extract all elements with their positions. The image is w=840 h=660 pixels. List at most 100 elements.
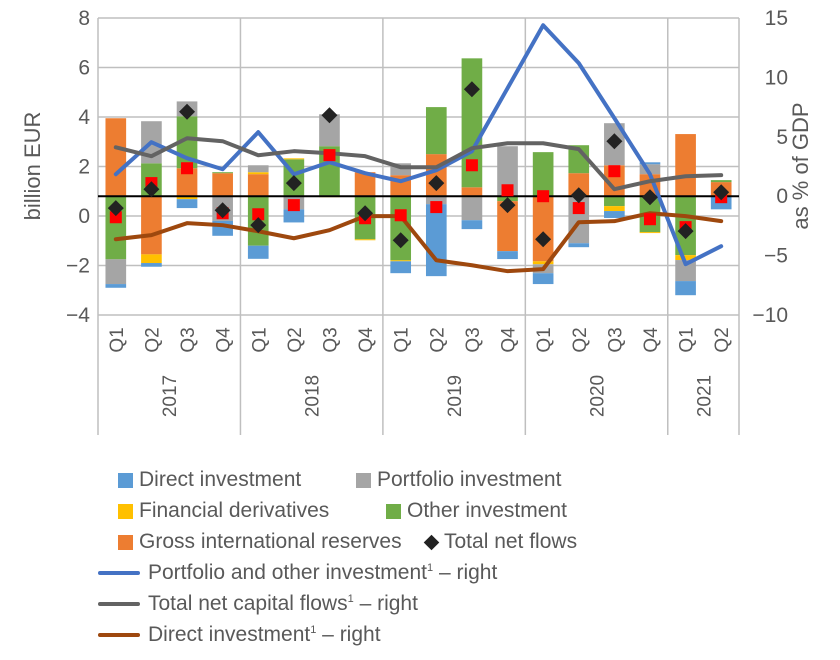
legend-item-direct-investment-line: Direct investment1 – right	[98, 620, 381, 650]
bar-segment	[461, 197, 483, 221]
red-square-marker	[608, 165, 621, 178]
left-tick-label: −4	[66, 304, 90, 327]
total-net-flows-marker	[463, 81, 480, 98]
bar-segment	[141, 254, 162, 264]
total-net-flows-marker	[713, 184, 730, 201]
x-tick-label: Q4	[214, 327, 235, 353]
bar-segment	[497, 146, 518, 197]
bar-segment	[568, 173, 590, 197]
x-tick-label: Q4	[499, 327, 520, 353]
lines	[113, 23, 724, 274]
legend-label: Direct investment1 – right	[148, 623, 381, 646]
bar-segment	[710, 180, 732, 183]
legend-label: Total net capital flows1 – right	[148, 592, 418, 615]
bar-segment	[532, 261, 554, 265]
legend-label: Portfolio and other investment1 – right	[148, 561, 498, 584]
red-square-marker	[323, 149, 336, 162]
bar-segment	[675, 260, 696, 282]
bar-segment	[247, 245, 269, 259]
red-square-marker	[109, 211, 122, 224]
red-square-marker	[181, 162, 194, 175]
total-net-flows-marker	[499, 197, 516, 214]
bar-segment	[141, 196, 162, 255]
left-axis-ticks: 8 6 4 2 0 −2 −4	[66, 7, 90, 327]
right-tick-label: −5	[764, 245, 788, 268]
x-tick-label: Q1	[107, 327, 128, 352]
x-tick-label: Q2	[712, 327, 733, 352]
red-square-marker	[537, 190, 550, 203]
bar-segment	[141, 263, 162, 267]
bar-segment	[283, 209, 305, 223]
left-tick-label: −2	[66, 255, 90, 278]
bar-segment	[675, 255, 696, 261]
bar-segment	[247, 165, 269, 173]
year-label: 2020	[588, 375, 609, 417]
legend-swatch	[118, 503, 133, 519]
right-axis-ticks: 15 10 5 0 −5 −10	[752, 7, 788, 327]
x-tick-label: Q4	[641, 327, 662, 353]
chart: Q1 Q2 Q3 Q4 Q1 Q2 Q3 Q4 Q1 Q2 Q3 Q4 Q1 Q2 Q3 Q4 Q1 Q2 2017…	[20, 7, 813, 435]
legend-swatch	[356, 472, 371, 488]
red-square-marker	[287, 199, 300, 212]
bar-segment	[461, 187, 483, 197]
total-net-flows-marker	[214, 202, 231, 219]
legend-item-financial-derivatives: Financial derivatives	[118, 496, 329, 526]
bar-segment	[212, 172, 233, 174]
bar-segment	[176, 196, 198, 200]
x-tick-label: Q1	[392, 327, 413, 352]
x-tick-label: Q3	[605, 327, 626, 352]
legend-line-swatch	[98, 602, 140, 606]
x-tick-label: Q1	[677, 327, 698, 352]
markers	[107, 81, 730, 249]
bar-segment	[390, 163, 412, 176]
red-square-marker	[252, 208, 265, 221]
bar-segment	[354, 239, 376, 241]
legend-swatch	[118, 534, 133, 550]
right-tick-label: 10	[765, 66, 788, 89]
legend-label: Gross international reserves	[139, 530, 402, 553]
legend-item-portfolio-other-line: Portfolio and other investment1 – right	[98, 558, 497, 588]
x-tick-label: Q3	[463, 327, 484, 352]
left-tick-label: 6	[78, 57, 90, 80]
category-axis: Q1 Q2 Q3 Q4 Q1 Q2 Q3 Q4 Q1 Q2 Q3 Q4 Q1 Q2 Q3 Q4 Q1 Q2 2017…	[107, 18, 733, 435]
year-label: 2019	[445, 375, 466, 417]
x-tick-label: Q2	[427, 327, 448, 352]
bar-segment	[283, 158, 305, 160]
left-tick-label: 8	[78, 7, 90, 30]
red-square-marker	[643, 213, 656, 226]
bar-segment	[425, 204, 447, 277]
total-net-flows-marker	[179, 103, 196, 120]
bar-segment	[247, 172, 269, 175]
left-axis-title: billion EUR	[20, 112, 45, 221]
x-tick-label: Q2	[142, 327, 163, 352]
bar-segment	[319, 114, 340, 147]
total-net-flows-marker	[392, 232, 409, 249]
red-square-marker	[465, 159, 478, 172]
right-tick-label: 15	[765, 7, 788, 30]
legend-label: Portfolio investment	[377, 468, 562, 491]
legend-item-total-net-flows: Total net flows	[422, 527, 577, 557]
red-square-marker	[501, 184, 514, 197]
legend-swatch	[118, 472, 133, 488]
bar-segment	[604, 211, 625, 218]
legend-swatch	[386, 503, 401, 519]
bar-segment	[497, 201, 518, 252]
total-net-flows-marker	[357, 205, 374, 222]
bar-segment	[532, 152, 554, 197]
bar-segment	[532, 196, 554, 262]
right-tick-label: 0	[776, 185, 788, 208]
left-tick-label: 0	[78, 205, 90, 228]
total-net-flows-marker	[535, 231, 552, 248]
bar-segment	[497, 251, 518, 260]
year-label: 2018	[303, 375, 324, 417]
legend-item-direct-investment: Direct investment	[118, 465, 301, 495]
right-tick-label: −10	[752, 304, 788, 327]
x-tick-label: Q1	[249, 327, 270, 352]
total-net-flows-marker	[250, 217, 267, 234]
bar-segment	[354, 172, 376, 197]
total-net-flows-marker	[606, 133, 623, 150]
bar-segment	[639, 164, 661, 175]
x-tick-label: Q2	[570, 327, 591, 352]
bar-segment	[461, 220, 483, 230]
x-tick-label: Q2	[285, 327, 306, 352]
